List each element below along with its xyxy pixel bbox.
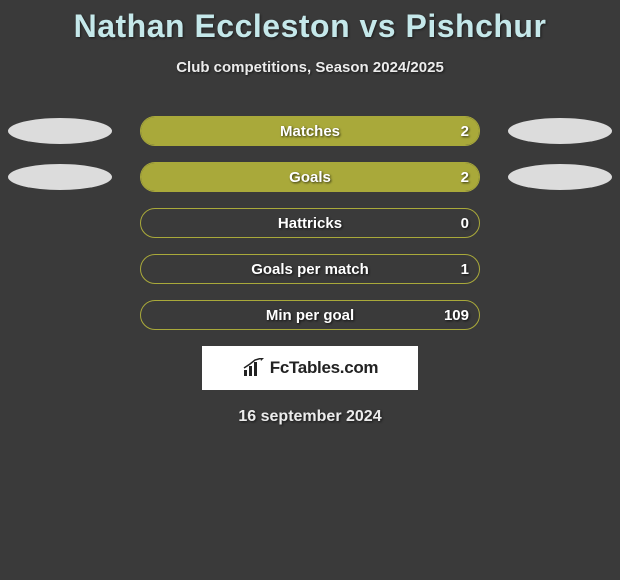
stat-bar: Hattricks 0: [140, 208, 480, 238]
comparison-subtitle: Club competitions, Season 2024/2025: [0, 59, 620, 76]
stat-bar: Matches 2: [140, 116, 480, 146]
fctables-logo[interactable]: FcTables.com: [202, 346, 418, 390]
bar-row: Goals per match 1: [0, 254, 620, 284]
right-player-marker: [508, 164, 612, 190]
stat-label: Min per goal: [141, 301, 479, 330]
stats-bars: Matches 2 Goals 2 Hattricks 0 Goals per …: [0, 116, 620, 330]
bar-row: Min per goal 109: [0, 300, 620, 330]
stat-label: Hattricks: [141, 209, 479, 238]
stat-label: Matches: [141, 117, 479, 146]
logo-text: FcTables.com: [270, 358, 379, 378]
left-player-marker: [8, 164, 112, 190]
bar-row: Hattricks 0: [0, 208, 620, 238]
left-player-marker: [8, 118, 112, 144]
stat-value: 0: [461, 209, 469, 238]
stat-value: 109: [444, 301, 469, 330]
comparison-title: Nathan Eccleston vs Pishchur: [0, 0, 620, 45]
date-label: 16 september 2024: [0, 408, 620, 426]
stat-value: 1: [461, 255, 469, 284]
stat-value: 2: [461, 117, 469, 146]
chart-icon: [242, 358, 264, 378]
stat-label: Goals per match: [141, 255, 479, 284]
bar-row: Goals 2: [0, 162, 620, 192]
stat-bar: Min per goal 109: [140, 300, 480, 330]
right-player-marker: [508, 118, 612, 144]
stat-value: 2: [461, 163, 469, 192]
bar-row: Matches 2: [0, 116, 620, 146]
stat-label: Goals: [141, 163, 479, 192]
stat-bar: Goals per match 1: [140, 254, 480, 284]
stat-bar: Goals 2: [140, 162, 480, 192]
